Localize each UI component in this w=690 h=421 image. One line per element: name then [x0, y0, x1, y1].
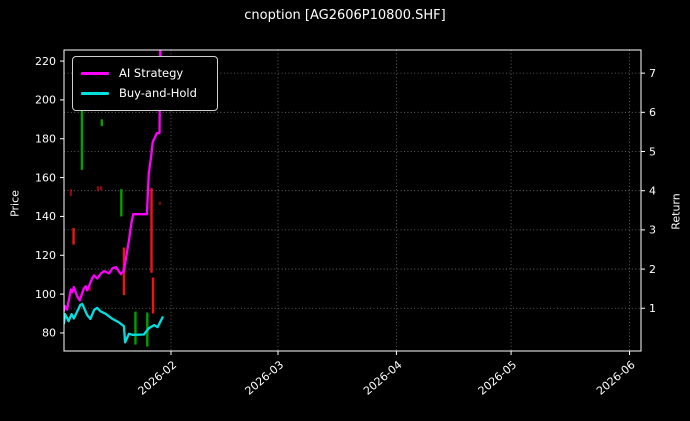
- series-ai-strategy: [64, 50, 169, 313]
- y-tick-label-right: 7: [649, 67, 656, 80]
- right-axis-label: Return: [669, 193, 683, 230]
- ai-strategy-line-swatch: [81, 71, 109, 75]
- y-tick-label-left: 200: [35, 94, 56, 107]
- x-tick-label: 2026-06: [594, 358, 638, 398]
- x-tick-label: 2026-04: [361, 358, 405, 398]
- buy-and-hold-line-swatch: [81, 91, 109, 95]
- y-tick-label-right: 5: [649, 145, 656, 158]
- y-tick-label-right: 1: [649, 302, 656, 315]
- x-tick-label: 2026-02: [136, 358, 180, 398]
- legend: AI Strategy Buy-and-Hold: [72, 56, 218, 111]
- left-axis-label: Price: [8, 190, 22, 217]
- plot-border: [63, 49, 642, 352]
- y-tick-label-right: 2: [649, 263, 656, 276]
- y-tick-label-left: 220: [35, 55, 56, 68]
- x-tick-label: 2026-05: [476, 358, 520, 398]
- y-tick-label-right: 6: [649, 106, 656, 119]
- legend-item-ai-strategy: AI Strategy: [81, 63, 207, 83]
- y-tick-label-left: 100: [35, 288, 56, 301]
- chart-title: cnoption [AG2606P10800.SHF]: [244, 8, 446, 23]
- y-tick-label-right: 3: [649, 224, 656, 237]
- y-tick-label-left: 140: [35, 210, 56, 223]
- y-tick-label-left: 80: [42, 327, 56, 340]
- plot-contents: [64, 50, 641, 351]
- y-tick-label-left: 180: [35, 133, 56, 146]
- x-tick-label: 2026-03: [243, 358, 287, 398]
- legend-item-buy-and-hold: Buy-and-Hold: [81, 83, 207, 103]
- y-tick-label-left: 160: [35, 171, 56, 184]
- y-tick-label-right: 4: [649, 185, 656, 198]
- legend-label: AI Strategy: [119, 66, 184, 80]
- y-tick-label-left: 120: [35, 249, 56, 262]
- legend-label: Buy-and-Hold: [119, 86, 197, 100]
- series-buy-and-hold: [64, 302, 164, 344]
